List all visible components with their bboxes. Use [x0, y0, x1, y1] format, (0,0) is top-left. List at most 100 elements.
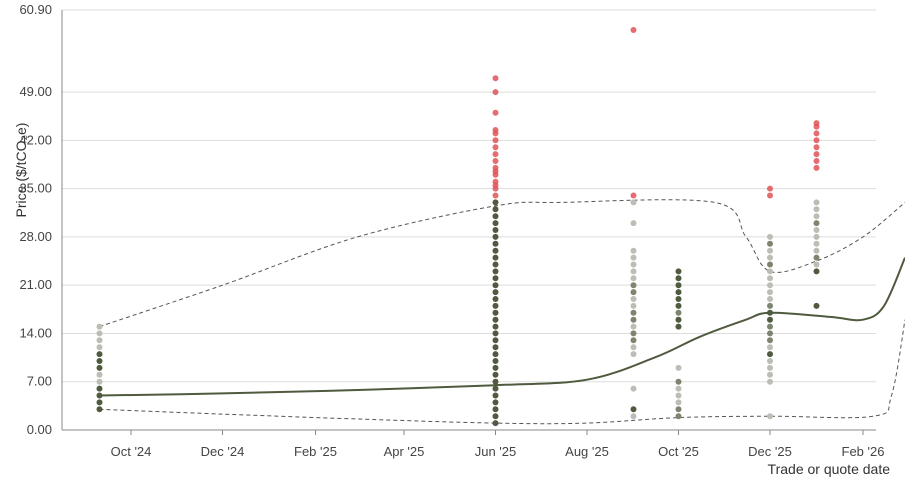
data-point: [492, 371, 499, 378]
data-point: [492, 220, 499, 227]
data-point: [767, 261, 773, 268]
data-point: [630, 289, 637, 296]
data-points: [96, 27, 820, 427]
data-point: [630, 413, 637, 420]
data-point: [96, 399, 103, 406]
data-point: [630, 385, 637, 392]
data-point: [96, 385, 103, 392]
data-point: [767, 185, 773, 192]
data-point: [492, 413, 499, 420]
data-point: [492, 289, 499, 296]
y-tick-label: 7.00: [27, 374, 52, 389]
y-tick-label: 14.00: [19, 325, 52, 340]
data-point: [767, 309, 773, 316]
data-point: [767, 275, 773, 282]
data-point: [492, 247, 499, 254]
data-point: [813, 199, 820, 206]
data-point: [630, 309, 637, 316]
gridlines: [62, 9, 876, 431]
data-point: [630, 344, 637, 351]
data-point: [492, 364, 499, 371]
data-point: [630, 282, 637, 289]
data-point: [767, 240, 773, 247]
data-point: [767, 302, 773, 309]
data-point: [492, 268, 499, 275]
data-point: [630, 323, 637, 330]
data-point: [813, 233, 820, 240]
data-point: [767, 282, 773, 289]
data-point: [675, 385, 682, 392]
data-point: [813, 220, 820, 227]
data-point: [630, 275, 637, 282]
data-point: [767, 192, 773, 199]
data-point: [492, 137, 499, 144]
data-point: [675, 316, 682, 323]
uncertainty-band: [99, 199, 905, 425]
data-point: [492, 282, 499, 289]
data-point: [96, 371, 103, 378]
data-point: [630, 302, 637, 309]
data-point: [675, 282, 682, 289]
data-point: [630, 220, 637, 227]
data-point: [767, 268, 773, 275]
data-point: [675, 413, 682, 420]
y-tick-label: 60.90: [19, 2, 52, 17]
y-tick-label: 28.00: [19, 229, 52, 244]
data-point: [813, 120, 820, 127]
data-point: [630, 261, 637, 268]
data-point: [492, 158, 499, 164]
data-point: [767, 247, 773, 254]
data-point: [96, 364, 103, 371]
data-point: [492, 261, 499, 268]
data-point: [813, 158, 820, 164]
data-point: [96, 344, 103, 351]
data-point: [492, 316, 499, 323]
data-point: [675, 289, 682, 296]
data-point: [813, 240, 820, 247]
y-tick-label: 21.00: [19, 277, 52, 292]
data-point: [813, 213, 820, 220]
data-point: [767, 344, 773, 351]
axes: 0.00 7.00 14.00 21.00 28.00 35.00 42.00 49.00 60…: [19, 2, 884, 459]
data-point: [492, 227, 499, 233]
data-point: [492, 296, 499, 302]
y-tick-label: 42.00: [19, 132, 52, 147]
data-point: [96, 337, 103, 344]
data-point: [492, 392, 499, 399]
data-point: [813, 227, 820, 233]
x-tick-label: Apr '25: [384, 444, 425, 459]
data-point: [675, 275, 682, 282]
data-point: [492, 109, 499, 116]
data-point: [675, 378, 682, 385]
x-axis-title: Trade or quote date: [768, 461, 891, 477]
data-point: [813, 254, 820, 261]
data-point: [492, 406, 499, 413]
data-point: [96, 378, 103, 385]
data-point: [630, 27, 637, 33]
data-point: [492, 358, 499, 364]
data-point: [492, 75, 499, 82]
data-point: [96, 330, 103, 337]
data-point: [813, 164, 820, 171]
data-point: [630, 247, 637, 254]
data-point: [813, 247, 820, 254]
data-point: [492, 206, 499, 213]
lower-band-line: [99, 319, 905, 425]
data-point: [492, 89, 499, 96]
data-point: [767, 371, 773, 378]
data-point: [675, 296, 682, 302]
data-point: [492, 378, 499, 385]
data-point: [630, 192, 637, 199]
x-tick-label: Feb '25: [294, 444, 337, 459]
data-point: [492, 309, 499, 316]
data-point: [813, 206, 820, 213]
data-point: [492, 254, 499, 261]
data-point: [630, 406, 637, 413]
data-point: [675, 399, 682, 406]
data-point: [813, 144, 820, 151]
x-tick-label: Dec '25: [748, 444, 792, 459]
data-point: [813, 151, 820, 158]
data-point: [767, 289, 773, 296]
